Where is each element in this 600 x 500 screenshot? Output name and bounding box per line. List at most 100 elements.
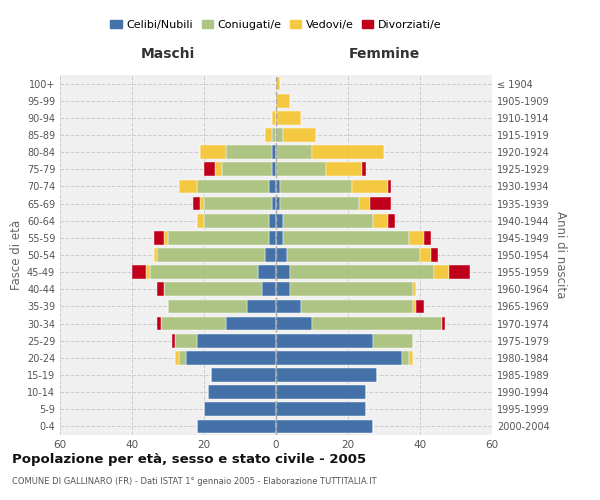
Bar [326,162,362,176]
Bar [409,351,413,364]
Bar [146,266,150,279]
Bar [370,196,391,210]
Bar [276,386,366,399]
Bar [157,282,164,296]
Bar [276,76,280,90]
Bar [449,266,470,279]
Bar [272,146,276,159]
Bar [280,196,359,210]
Bar [373,334,413,347]
Bar [276,146,312,159]
Bar [197,180,269,194]
Bar [164,231,168,244]
Bar [204,214,269,228]
Bar [276,266,290,279]
Bar [420,248,431,262]
Bar [157,316,161,330]
Bar [247,300,276,314]
Bar [258,266,276,279]
Bar [362,162,366,176]
Bar [197,214,204,228]
Bar [416,300,424,314]
Bar [226,146,272,159]
Bar [265,248,276,262]
Bar [424,231,431,244]
Bar [283,128,316,142]
Bar [208,386,276,399]
Bar [161,316,226,330]
Bar [359,196,370,210]
Bar [276,196,280,210]
Bar [442,316,445,330]
Bar [373,214,388,228]
Bar [272,128,276,142]
Bar [272,111,276,124]
Bar [276,334,373,347]
Bar [290,282,413,296]
Bar [215,162,222,176]
Bar [175,334,197,347]
Bar [283,231,409,244]
Y-axis label: Fasce di età: Fasce di età [10,220,23,290]
Bar [276,231,283,244]
Text: Maschi: Maschi [141,48,195,62]
Bar [226,316,276,330]
Bar [276,248,287,262]
Bar [269,180,276,194]
Bar [272,196,276,210]
Bar [276,300,301,314]
Bar [222,162,272,176]
Bar [265,128,272,142]
Bar [269,214,276,228]
Bar [204,196,272,210]
Bar [283,214,373,228]
Bar [197,420,276,434]
Text: Femmine: Femmine [349,48,419,62]
Bar [200,146,226,159]
Bar [276,351,402,364]
Bar [276,111,301,124]
Bar [157,248,265,262]
Bar [287,248,420,262]
Bar [290,266,434,279]
Bar [280,180,352,194]
Bar [168,300,247,314]
Bar [179,180,197,194]
Bar [402,351,409,364]
Bar [276,368,377,382]
Text: Popolazione per età, sesso e stato civile - 2005: Popolazione per età, sesso e stato civil… [12,452,366,466]
Bar [262,282,276,296]
Bar [175,351,179,364]
Bar [276,94,290,108]
Bar [312,316,442,330]
Bar [276,214,283,228]
Bar [179,351,186,364]
Bar [132,266,146,279]
Bar [413,300,416,314]
Bar [204,162,215,176]
Bar [276,180,280,194]
Bar [172,334,175,347]
Bar [154,248,157,262]
Bar [413,282,416,296]
Bar [312,146,384,159]
Bar [301,300,413,314]
Bar [434,266,449,279]
Legend: Celibi/Nubili, Coniugati/e, Vedovi/e, Divorziati/e: Celibi/Nubili, Coniugati/e, Vedovi/e, Di… [106,16,446,34]
Bar [388,214,395,228]
Bar [388,180,391,194]
Bar [269,231,276,244]
Bar [164,282,262,296]
Bar [276,402,366,416]
Bar [200,196,204,210]
Bar [352,180,388,194]
Bar [409,231,424,244]
Bar [154,231,164,244]
Bar [276,420,373,434]
Bar [204,402,276,416]
Bar [272,162,276,176]
Bar [276,128,283,142]
Bar [197,334,276,347]
Bar [150,266,258,279]
Bar [193,196,200,210]
